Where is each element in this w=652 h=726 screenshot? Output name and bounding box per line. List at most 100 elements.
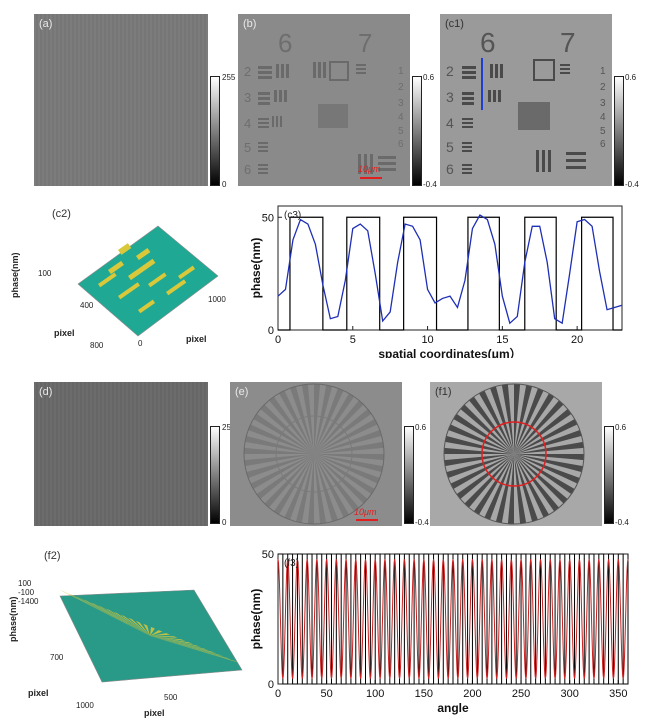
panel-label-b: (b): [243, 18, 257, 30]
star-spoke: [250, 454, 314, 489]
star-spoke: [514, 454, 583, 473]
colorbar-b: [412, 76, 422, 186]
x-tick-label: 50: [320, 688, 332, 700]
star-spoke: [246, 454, 314, 478]
star-spoke: [514, 454, 584, 461]
colorbar-a: [210, 76, 220, 186]
star-spoke: [514, 454, 527, 524]
usaf-right-3-b: 3: [398, 98, 404, 109]
star-spoke: [314, 454, 383, 473]
surface-stripe: [150, 636, 178, 638]
panel-label-f3: (f3): [284, 558, 299, 569]
star-spoke: [473, 454, 514, 515]
star-spoke: [514, 454, 549, 518]
star-spoke: [514, 441, 584, 454]
scalebar-label-b: 10μm: [358, 164, 381, 174]
x-tick-label: 15: [496, 334, 508, 346]
x-tick-label: 10: [421, 334, 433, 346]
star-spoke: [514, 419, 578, 454]
image-d-raw-hologram: (d): [34, 382, 208, 526]
surface-stripe: [150, 636, 208, 651]
usaf-right-6-b: 6: [398, 139, 404, 150]
usaf-group-6-b: 6: [278, 28, 292, 58]
star-spoke: [507, 454, 514, 524]
usaf-row-3-b: 3: [244, 90, 251, 105]
surface-stripe: [150, 627, 155, 636]
angle-profile-circle: [481, 421, 547, 487]
star-spoke: [446, 454, 514, 478]
c2-xtick-1000: 1000: [208, 295, 226, 304]
star-spoke: [514, 454, 575, 495]
surface-stripe: [150, 636, 186, 641]
surface-c2: [77, 225, 219, 337]
surface-stripe: [150, 630, 163, 636]
c2-zlabel: phase(nm): [10, 252, 20, 298]
star-spoke: [314, 393, 355, 454]
star-spoke: [460, 404, 514, 454]
usaf-row-6-b: 6: [244, 162, 251, 177]
f2-xtick-1000: 1000: [76, 701, 94, 710]
x-tick-label: 150: [415, 688, 433, 700]
f2-xlabel: pixel: [144, 708, 165, 718]
colorbar-d-min: 0: [222, 518, 227, 527]
star-spoke: [314, 454, 375, 495]
image-a-raw-hologram: (a): [34, 14, 208, 186]
star-spoke: [290, 386, 314, 454]
x-tick-label: 200: [463, 688, 481, 700]
star-spoke: [314, 441, 384, 454]
x-axis-label: angle: [437, 701, 469, 715]
siemens-star-e: 10μm: [243, 383, 385, 525]
colorbar-f1: [604, 426, 614, 524]
star-spoke: [301, 384, 314, 454]
image-f1-phase-siemens-star: (f1): [430, 382, 602, 526]
star-spoke: [248, 424, 314, 454]
c2-xtick-0: 0: [138, 339, 143, 348]
star-spoke: [273, 454, 314, 515]
star-spoke: [464, 454, 514, 508]
star-spoke: [514, 393, 555, 454]
f2-xtick-500: 500: [164, 693, 178, 702]
star-spoke: [450, 454, 514, 489]
colorbar-d: [210, 426, 220, 524]
star-spoke: [514, 454, 568, 504]
surface-stripe: [105, 608, 150, 636]
star-spoke: [314, 454, 384, 461]
star-spoke: [314, 388, 344, 454]
usaf-row-5-b: 5: [244, 140, 251, 155]
colorbar-b-min: -0.4: [423, 180, 437, 189]
star-spoke: [444, 447, 514, 454]
star-spoke: [314, 384, 321, 454]
f2-zlabel: phase(nm): [8, 596, 18, 642]
usaf-row-2-c1: 2: [446, 63, 454, 79]
panel-label-f1: (f1): [435, 386, 452, 398]
line-chart-f3: 0 50 100 150 200 250 300 350 0 50 angle phase(nm) (f…: [249, 549, 629, 715]
colorbar-b-max: 0.6: [423, 73, 435, 82]
usaf-right-5-b: 5: [398, 126, 404, 137]
image-b-phase-usaf: (b) 6 7 2 3 4 5 6 1 2: [238, 14, 410, 186]
image-c1-phase-usaf: (c1) 6 7 2 3 4 5 6 1 2 3 4: [440, 14, 612, 186]
c2-ylabel: pixel: [54, 328, 75, 338]
usaf-right-1-b: 1: [398, 66, 404, 77]
surface-stripe: [128, 617, 150, 636]
x-tick-label: 0: [275, 334, 281, 346]
star-spoke: [514, 454, 559, 512]
panel-label-f2: (f2): [44, 550, 61, 562]
star-spoke: [307, 454, 314, 524]
star-spoke: [314, 430, 382, 454]
star-spoke: [444, 454, 514, 467]
star-spoke: [490, 386, 514, 454]
usaf-bars-b: [258, 61, 396, 174]
usaf-pattern-b: 6 7 2 3 4 5 6 1 2 3: [244, 28, 404, 179]
star-spoke: [314, 454, 349, 518]
usaf-right-5-c1: 5: [600, 126, 606, 137]
f2-ylabel: pixel: [28, 688, 49, 698]
panel-label-c1: (c1): [445, 18, 464, 30]
usaf-right-4-b: 4: [398, 112, 404, 123]
star-spoke: [514, 454, 580, 484]
star-spoke: [484, 454, 514, 520]
c2-ytick-400: 400: [80, 301, 94, 310]
usaf-right-6-c1: 6: [600, 139, 606, 150]
star-spoke: [501, 384, 514, 454]
x-tick-label: 350: [609, 688, 627, 700]
colorbar-a-max: 255: [222, 73, 236, 82]
